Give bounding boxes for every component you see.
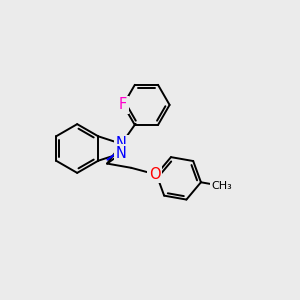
Text: O: O xyxy=(149,167,161,182)
Text: CH₃: CH₃ xyxy=(211,181,232,191)
Text: N: N xyxy=(116,146,127,161)
Text: F: F xyxy=(119,98,128,112)
Text: N: N xyxy=(116,136,127,152)
